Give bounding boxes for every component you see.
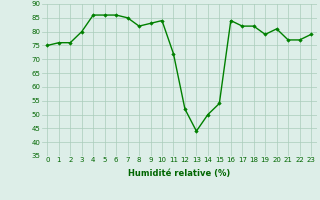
X-axis label: Humidité relative (%): Humidité relative (%) — [128, 169, 230, 178]
